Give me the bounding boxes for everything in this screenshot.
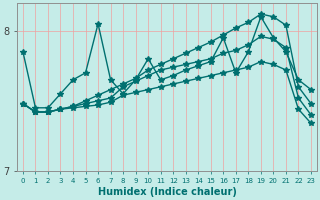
X-axis label: Humidex (Indice chaleur): Humidex (Indice chaleur) bbox=[98, 187, 236, 197]
